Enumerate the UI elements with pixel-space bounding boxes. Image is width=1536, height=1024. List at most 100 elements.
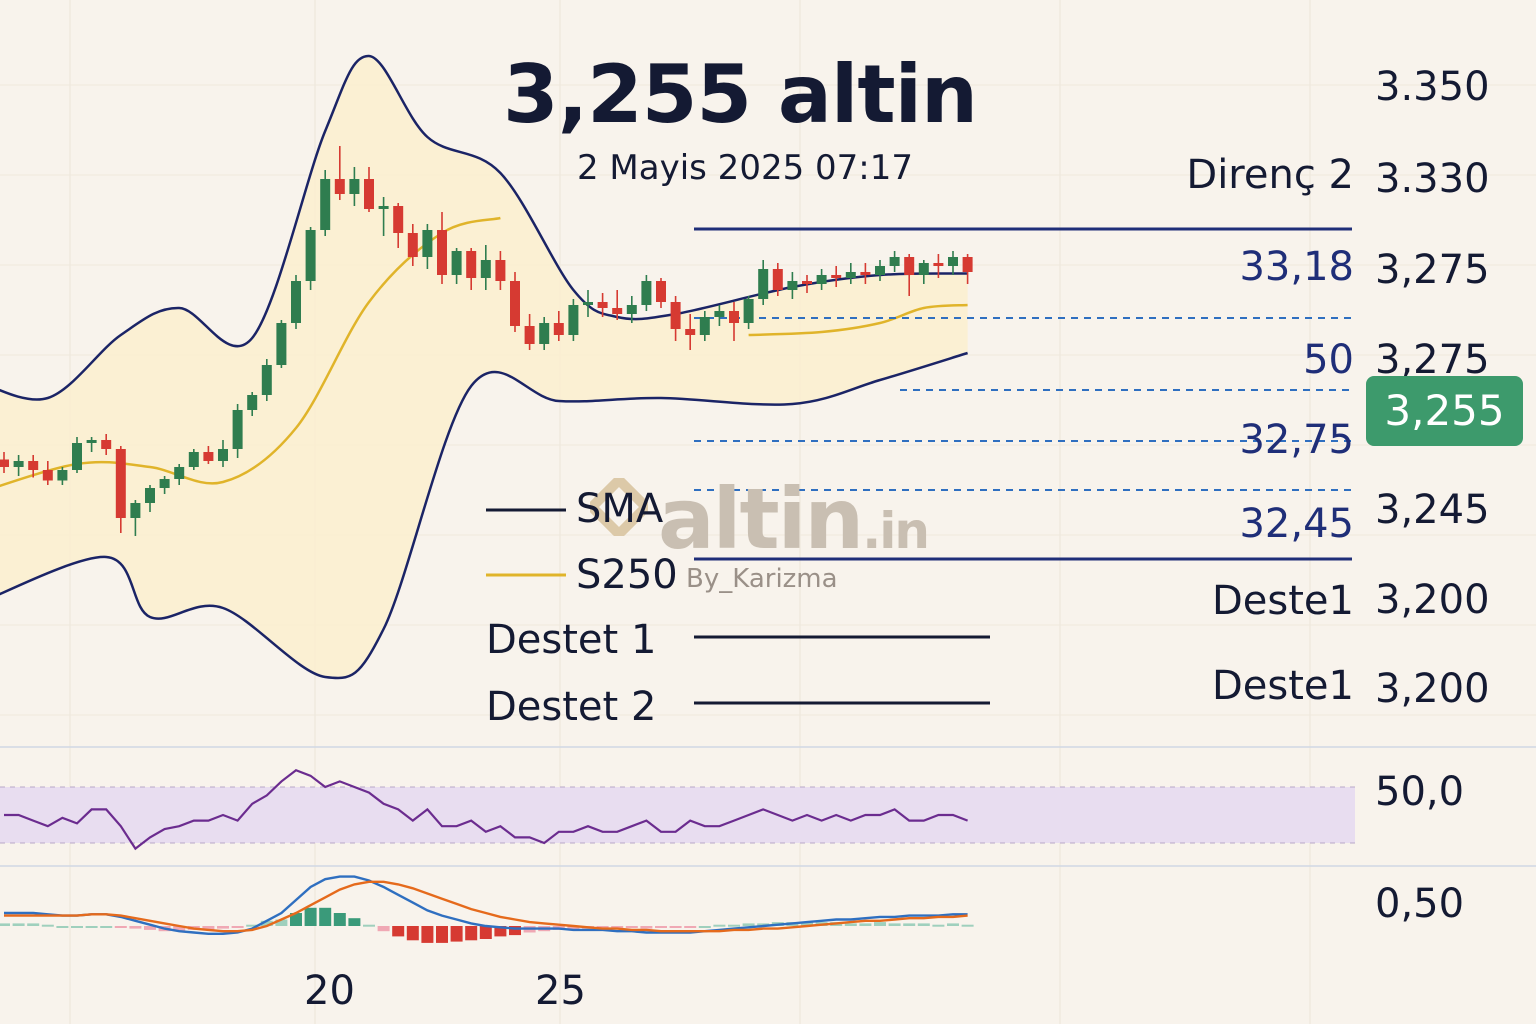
macd-histogram-bar (596, 926, 609, 928)
macd-histogram-bar (363, 924, 375, 927)
candle-body (626, 305, 637, 314)
axis-label: 3,275 (1375, 337, 1490, 383)
macd-histogram-bar (100, 926, 113, 928)
macd-histogram-bar (290, 913, 302, 926)
candle-body (860, 272, 871, 275)
candle-body (393, 206, 404, 233)
level-label-deste1: Deste1 (1212, 663, 1354, 709)
macd-histogram-bar (450, 926, 463, 942)
candle-body (349, 179, 360, 194)
macd-histogram-bar (12, 923, 25, 926)
macd-histogram-bar (392, 926, 405, 937)
candle-body (291, 281, 301, 323)
macd-histogram-bar (932, 924, 945, 927)
candle-body (101, 440, 112, 449)
macd-histogram-bar (684, 926, 697, 928)
macd-line (4, 875, 968, 935)
candle-body (597, 302, 608, 308)
watermark: altin.in (588, 470, 930, 568)
candle-body (656, 281, 666, 302)
current-price-badge: 3,255 (1366, 376, 1523, 446)
candle-body (364, 179, 374, 209)
macd-histogram-bar (260, 920, 273, 926)
macd-histogram-bar (85, 926, 98, 928)
level-lines (694, 227, 1352, 561)
macd-histogram-bar (406, 926, 419, 941)
candle-body (145, 488, 155, 503)
candle-body (203, 452, 214, 461)
candle-body (729, 311, 739, 323)
watermark-tld: .in (862, 502, 930, 560)
watermark-byline: By_Karizma (686, 564, 838, 594)
candle-body (174, 467, 185, 479)
candle-body (904, 257, 915, 275)
candle-body (232, 410, 243, 449)
macd-histogram-bar (71, 926, 83, 928)
macd-histogram-bar (698, 926, 711, 928)
macd-histogram-bar (859, 923, 872, 926)
candle-body (670, 302, 681, 329)
macd-histogram-bar (0, 923, 10, 926)
macd-histogram-bar (655, 926, 667, 928)
candle-body (831, 275, 842, 278)
legend-label-destet2: Destet 2 (486, 684, 657, 730)
oscillator-zone (0, 787, 1355, 843)
macd-histogram-bar (742, 923, 755, 926)
candle-body (553, 323, 564, 335)
candle-body (13, 461, 24, 467)
legend-label-s250: S250 (576, 552, 678, 598)
macd-histogram-bar (377, 926, 390, 932)
axis-label: 3,200 (1375, 577, 1490, 623)
candles (0, 146, 973, 536)
level-label: 50 (1303, 337, 1354, 383)
candle-body (539, 323, 550, 344)
candle-body (115, 449, 126, 518)
candle-body (466, 251, 477, 278)
macd-histogram-bar (56, 926, 69, 928)
macd-histogram-bar (640, 926, 653, 929)
macd-histogram-bar (319, 907, 332, 926)
candle-body (889, 257, 900, 266)
oscillator-line (4, 768, 968, 851)
sma-line-right (748, 303, 968, 337)
macd-histogram-bar (567, 926, 580, 930)
macd-histogram-bar (917, 923, 930, 926)
candle-body (495, 260, 506, 281)
candle-body (612, 308, 623, 314)
candle-body (802, 281, 812, 284)
macd-histogram-bar (844, 923, 857, 926)
macd-histogram-bar (436, 926, 448, 943)
candle-body (524, 326, 535, 344)
macd-histogram-bar (27, 923, 40, 926)
candle-body (480, 260, 491, 278)
macd-histogram-bar (801, 922, 813, 926)
candle-body (933, 263, 944, 266)
legend-lines (486, 508, 990, 705)
candle-body (72, 443, 82, 470)
candle-body (510, 281, 520, 326)
candle-body (57, 470, 68, 481)
page-subtitle: 2 Mayis 2025 07:17 (576, 148, 913, 188)
level-label: 32,75 (1239, 417, 1354, 463)
candle-body (86, 440, 97, 443)
macd-histogram-bar (465, 926, 478, 941)
lower-band-line (0, 351, 968, 680)
macd-histogram-bar (947, 923, 959, 926)
candle-body (0, 459, 9, 467)
candle-body (787, 281, 798, 290)
level-label-direnc2: Direnç 2 (1186, 152, 1354, 198)
axis-label: 3,200 (1375, 666, 1490, 712)
macd-histogram-bar (41, 924, 54, 927)
candle-body (334, 179, 345, 194)
candle-body (583, 302, 593, 305)
macd-histogram-bar (421, 926, 434, 943)
watermark-logo-icon (590, 478, 648, 536)
macd-histogram-bar (479, 926, 492, 939)
upper-band-line (0, 54, 968, 401)
candle-body (42, 470, 53, 481)
axis-label: 3,275 (1375, 247, 1490, 293)
level-label: 32,45 (1239, 501, 1354, 547)
rsi-axis-label: 50,0 (1375, 769, 1465, 815)
candle-body (875, 266, 885, 275)
candle-body (437, 230, 447, 275)
